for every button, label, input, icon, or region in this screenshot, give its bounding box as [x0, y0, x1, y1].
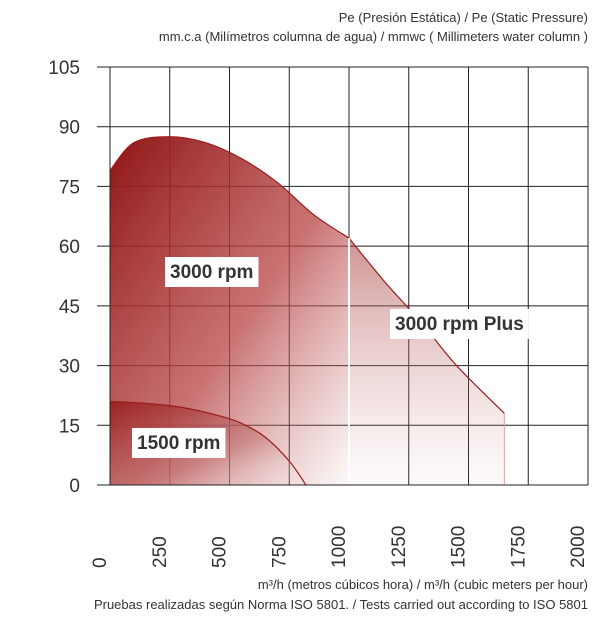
y-tick-label-3: 45 [59, 297, 80, 318]
x-tick-label-3: 750 [269, 536, 290, 568]
test-note: Pruebas realizadas según Norma ISO 5801.… [93, 597, 588, 612]
series-areas [109, 136, 505, 486]
x-axis-label: m³/h (metros cúbicos hora) / m³/h (cubic… [257, 577, 588, 592]
series-label-box-3 [132, 428, 226, 458]
y-axis-label-line2: mm.c.a (Milímetros columna de agua) / mm… [158, 29, 588, 44]
series-area-1 [110, 136, 349, 485]
x-tick-label-8: 2000 [568, 526, 589, 568]
y-tick-label-7: 105 [48, 58, 80, 79]
y-tick-label-2: 30 [59, 357, 80, 378]
series-label-box-1 [165, 257, 259, 287]
x-tick-label-7: 1750 [508, 526, 529, 568]
y-tick-label-5: 75 [59, 177, 80, 198]
y-tick-label-1: 15 [59, 416, 80, 437]
x-tick-label-4: 1000 [329, 526, 350, 568]
series-line-1 [109, 136, 350, 239]
x-tick-label-0: 0 [90, 557, 111, 568]
series-area-2 [349, 238, 505, 485]
axes [97, 67, 588, 486]
series-label-3: 1500 rpm [137, 433, 220, 454]
y-axis-label-line1: Pe (Presión Estática) / Pe (Static Press… [338, 10, 588, 25]
series-line-3 [109, 400, 307, 486]
x-tick-labels: 0 250 500 750 1000 1250 1500 1750 2000 [90, 526, 589, 568]
series-label-1: 3000 rpm [170, 262, 253, 283]
y-tick-label-6: 90 [59, 118, 80, 139]
pressure-chart: 0 15 30 45 60 75 90 105 0 250 500 750 1000 1250 1500 1… [48, 58, 589, 568]
y-tick-labels: 0 15 30 45 60 75 90 105 [48, 58, 80, 497]
y-tick-label-4: 60 [59, 237, 80, 258]
x-tick-label-1: 250 [150, 536, 171, 568]
x-tick-label-6: 1500 [449, 526, 470, 568]
x-tick-label-5: 1250 [389, 526, 410, 568]
x-tick-label-2: 500 [210, 536, 231, 568]
series-label-box-2 [390, 309, 529, 339]
y-tick-label-0: 0 [69, 476, 80, 497]
series-labels: 3000 rpm 3000 rpm Plus 1500 rpm [132, 257, 529, 458]
series-label-2: 3000 rpm Plus [395, 314, 524, 335]
